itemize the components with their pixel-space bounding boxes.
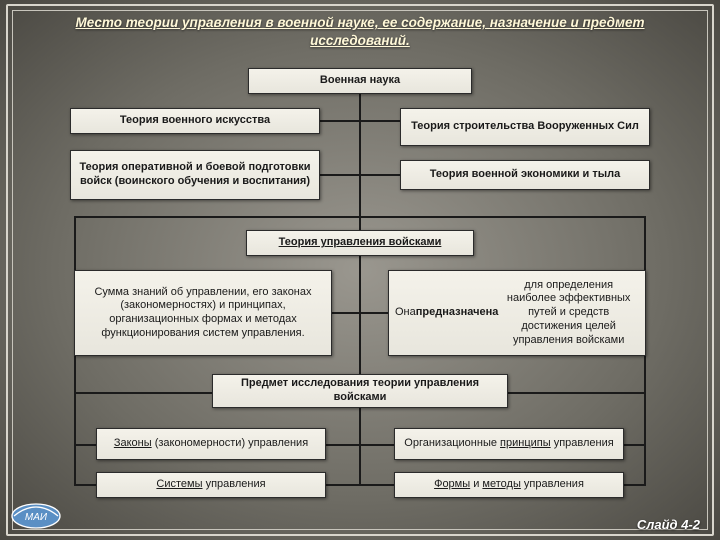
connector	[508, 392, 646, 394]
connector	[624, 484, 646, 486]
node-box: Теория управления войсками	[246, 230, 474, 256]
connector	[326, 444, 394, 446]
connector	[74, 392, 212, 394]
connector	[74, 216, 646, 218]
node-box: Теория военного искусства	[70, 108, 320, 134]
node-box: Системы управления	[96, 472, 326, 498]
connector	[332, 312, 388, 314]
connector	[359, 408, 361, 486]
connector	[74, 444, 96, 446]
node-box: Сумма знаний об управлении, его законах …	[74, 270, 332, 356]
title-line1: Место теории управления в военной науке,…	[75, 15, 644, 30]
connector	[624, 444, 646, 446]
node-box: Законы (закономерности) управления	[96, 428, 326, 460]
node-box: Теория оперативной и боевой подготовки в…	[70, 150, 320, 200]
node-box: Формы и методы управления	[394, 472, 624, 498]
connector	[326, 484, 394, 486]
slide-number: Слайд 4-2	[637, 517, 700, 532]
node-box: Теория строительства Вооруженных Сил	[400, 108, 650, 146]
connector	[74, 416, 76, 486]
node-box: Военная наука	[248, 68, 472, 94]
logo-mai: МАИ	[10, 496, 62, 530]
title-line2: исследований.	[310, 33, 410, 48]
connector	[644, 416, 646, 486]
node-box: Организационные принципы управления	[394, 428, 624, 460]
connector	[320, 174, 400, 176]
svg-text:МАИ: МАИ	[25, 512, 48, 523]
connector	[359, 256, 361, 374]
slide-title: Место теории управления в военной науке,…	[24, 14, 696, 50]
connector	[320, 120, 400, 122]
node-box: Она предназначена для определения наибол…	[388, 270, 646, 356]
connector	[74, 484, 96, 486]
connector	[359, 94, 361, 230]
node-box: Предмет исследования теории управления в…	[212, 374, 508, 408]
node-box: Теория военной экономики и тыла	[400, 160, 650, 190]
